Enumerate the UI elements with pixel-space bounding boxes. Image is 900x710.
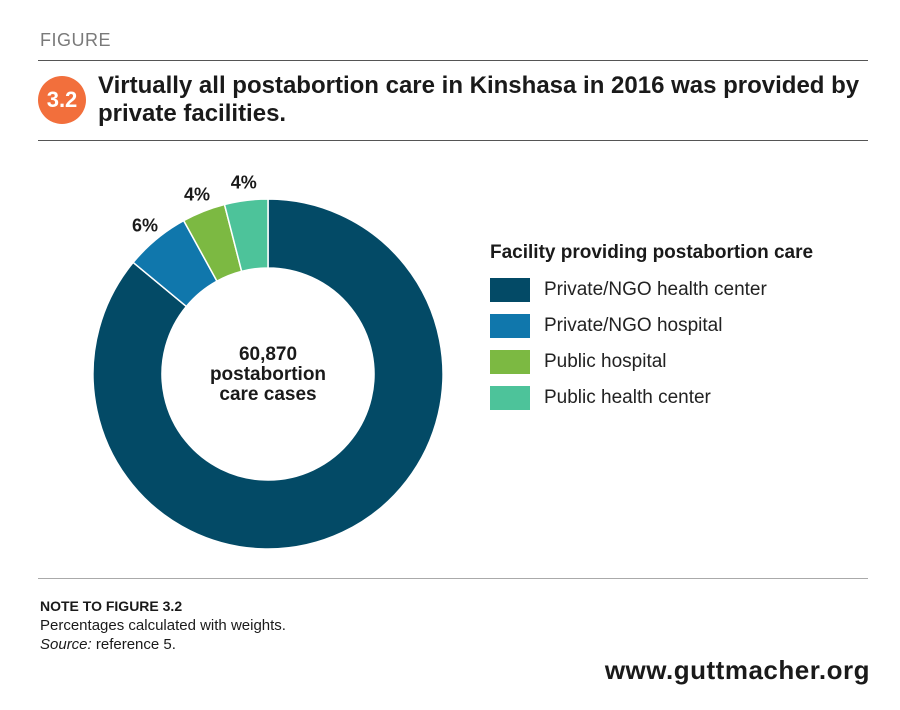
legend-swatch [490, 278, 530, 302]
note-divider [38, 578, 868, 579]
legend-item-private-ngo-hospital: Private/NGO hospital [490, 308, 860, 344]
legend: Facility providing postabortion care Pri… [490, 242, 860, 416]
figure-number-badge: 3.2 [38, 76, 86, 124]
center-label-line: 60,870 [239, 344, 297, 365]
data-label-public-hospital: 4% [184, 185, 210, 205]
title-divider [38, 140, 868, 141]
legend-items: Private/NGO health center Private/NGO hos… [490, 272, 860, 416]
legend-label: Private/NGO hospital [544, 315, 723, 336]
legend-title: Facility providing postabortion care [490, 242, 814, 263]
legend-label: Private/NGO health center [544, 279, 767, 300]
note-title: NOTE TO FIGURE 3.2 [40, 598, 183, 614]
legend-label: Public health center [544, 387, 711, 408]
top-divider [38, 60, 868, 61]
data-label-public-health-center: 4% [231, 173, 257, 193]
note-body: Percentages calculated with weights. Sou… [40, 616, 286, 654]
center-label-line: care cases [219, 384, 316, 405]
website-url[interactable]: www.guttmacher.org [604, 655, 870, 685]
legend-item-public-hospital: Public hospital [490, 344, 860, 380]
note-text: Percentages calculated with weights. [40, 617, 286, 634]
legend-swatch [490, 350, 530, 374]
slice-private-ngo-health-center [92, 198, 444, 550]
source-label: Source: [40, 636, 92, 653]
source-text: reference 5. [91, 636, 176, 653]
data-label-private-ngo-hospital: 6% [132, 215, 158, 235]
source-line: Source: reference 5. [40, 635, 286, 654]
chart-title: Virtually all postabortion care in Kinsh… [98, 72, 860, 127]
legend-swatch [490, 386, 530, 410]
legend-swatch [490, 314, 530, 338]
legend-item-public-health-center: Public health center [490, 380, 860, 416]
figure-label: FIGURE [40, 30, 112, 50]
slice-public-health-center [223, 198, 269, 273]
legend-label: Public hospital [544, 351, 667, 372]
legend-item-private-ngo-health-center: Private/NGO health center [490, 272, 860, 308]
center-label-line: postabortion [210, 364, 326, 385]
